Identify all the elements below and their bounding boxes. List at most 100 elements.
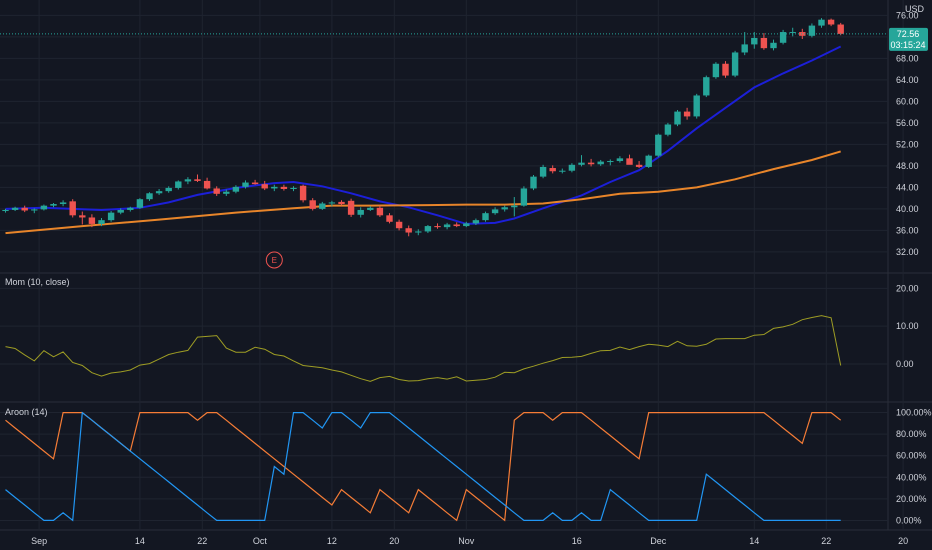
- candle-body: [751, 37, 758, 45]
- candle: [155, 188, 163, 195]
- earnings-marker[interactable]: E: [265, 251, 283, 269]
- candle-body: [616, 158, 624, 162]
- candle: [674, 109, 681, 127]
- time-tick-label: Nov: [458, 536, 475, 546]
- candle-body: [799, 32, 806, 36]
- time-tick-label: 16: [572, 536, 582, 546]
- candle-body: [232, 186, 240, 192]
- aroon-tick-label: 0.00%: [896, 515, 922, 525]
- candle-body: [213, 188, 220, 194]
- candle: [808, 23, 816, 38]
- candle: [664, 122, 672, 137]
- candle-body: [683, 111, 691, 117]
- candle-body: [175, 181, 182, 188]
- candle: [789, 27, 796, 37]
- currency-label: USD: [905, 4, 925, 14]
- price-tick-label: 48.00: [896, 161, 919, 171]
- candle-body: [539, 166, 547, 177]
- candle: [175, 180, 182, 190]
- aroon-title[interactable]: Aroon (14): [5, 407, 48, 417]
- axis-labels: 32.00 36.00 40.00 44.00 48.00 52.00 56.00 60.00…: [31, 10, 931, 546]
- candle: [261, 180, 268, 191]
- candle: [59, 200, 67, 207]
- candle-body: [712, 63, 720, 78]
- candle: [818, 18, 825, 28]
- candle-body: [155, 191, 163, 194]
- candle: [463, 221, 470, 228]
- candle-body: [568, 164, 576, 171]
- candle: [645, 154, 652, 169]
- candle-body: [655, 134, 662, 156]
- candle: [347, 198, 355, 217]
- time-tick-label: 14: [749, 536, 759, 546]
- candle: [136, 198, 144, 209]
- candle: [424, 225, 432, 234]
- candle: [376, 205, 384, 217]
- candle: [319, 201, 326, 210]
- candle: [328, 200, 336, 207]
- time-tick-label: 12: [327, 536, 337, 546]
- candle: [50, 202, 57, 208]
- candle-body: [607, 161, 614, 163]
- candle: [11, 206, 19, 212]
- candle-body: [107, 212, 115, 221]
- candle: [165, 186, 172, 193]
- candle: [655, 133, 662, 158]
- candle-body: [376, 207, 384, 216]
- candle: [2, 208, 9, 213]
- candle: [443, 222, 451, 230]
- candle-body: [79, 215, 86, 218]
- candle: [146, 192, 153, 201]
- candle: [837, 22, 844, 36]
- candle-body: [50, 204, 57, 206]
- candle-body: [779, 32, 787, 43]
- candle-body: [319, 203, 326, 209]
- candle: [482, 211, 489, 222]
- candle-body: [664, 124, 672, 135]
- time-tick-label: 20: [898, 536, 908, 546]
- candle: [79, 211, 86, 225]
- candle-body: [789, 32, 796, 34]
- candle-body: [328, 202, 336, 204]
- time-tick-label: 14: [135, 536, 145, 546]
- time-tick-label: 20: [389, 536, 399, 546]
- candle: [712, 62, 720, 79]
- candle: [453, 222, 460, 228]
- aroon-down-line: [5, 411, 841, 522]
- candle: [88, 214, 96, 228]
- time-tick-label: Dec: [650, 536, 667, 546]
- candle-body: [587, 162, 595, 165]
- candle: [587, 158, 595, 167]
- candle: [722, 61, 729, 78]
- price-badge-bg: [889, 27, 928, 51]
- momentum-title[interactable]: Mom (10, close): [5, 277, 70, 287]
- candle-body: [261, 184, 268, 189]
- candle: [760, 33, 768, 50]
- candle: [559, 168, 566, 174]
- candle-body: [578, 162, 585, 165]
- price-tick-label: 36.00: [896, 225, 919, 235]
- candle: [799, 28, 806, 40]
- candle: [703, 75, 710, 98]
- candle: [520, 186, 528, 207]
- candle-body: [146, 193, 153, 200]
- candle: [271, 184, 278, 192]
- candlesticks: [2, 18, 844, 237]
- candle: [568, 163, 576, 173]
- candle: [472, 218, 480, 225]
- candle-body: [405, 228, 412, 233]
- candle: [751, 32, 758, 49]
- candle: [741, 32, 748, 56]
- time-tick-label: Sep: [31, 536, 47, 546]
- candle-body: [242, 182, 249, 187]
- candle: [117, 208, 124, 215]
- earnings-icon: [265, 251, 283, 269]
- candle-body: [645, 155, 652, 167]
- candle: [731, 50, 739, 78]
- candle: [31, 208, 38, 214]
- candle-body: [741, 44, 748, 53]
- price-badge[interactable]: 72.56 03:15:24: [889, 27, 928, 51]
- candle-body: [837, 24, 844, 34]
- price-tick-label: 64.00: [896, 75, 919, 85]
